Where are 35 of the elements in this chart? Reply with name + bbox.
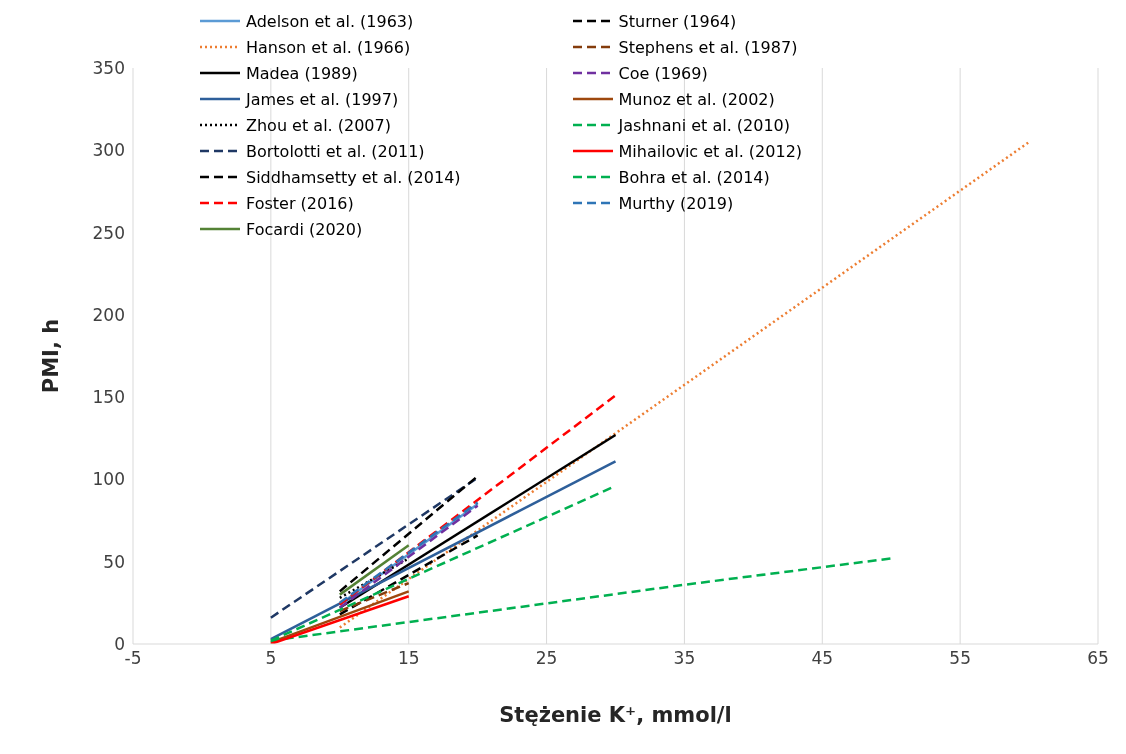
legend-label: Sturner (1964) (618, 11, 737, 31)
y-tick-label: 0 (114, 634, 125, 655)
legend-label: Munoz et al. (2002) (618, 89, 775, 109)
y-tick-label: 250 (92, 222, 125, 243)
y-tick-label: 200 (92, 304, 125, 325)
x-axis-title: Stężenie K⁺, mmol/l (499, 703, 732, 727)
x-tick-label: 55 (949, 648, 971, 669)
x-tick-label: 5 (265, 648, 277, 669)
legend-label: Murthy (2019) (618, 193, 734, 213)
y-axis-title: PMI, h (39, 318, 64, 394)
x-tick-label: 25 (535, 648, 558, 669)
y-tick-label: 100 (92, 469, 125, 490)
legend-label: Bortolotti et al. (2011) (246, 141, 425, 161)
x-tick-label: 65 (1087, 648, 1109, 669)
legend-label: Zhou et al. (2007) (246, 115, 391, 135)
legend-label: Stephens et al. (1987) (618, 37, 798, 57)
legend-label: Foster (2016) (246, 193, 354, 213)
y-tick-label: 50 (103, 551, 125, 572)
legend-label: Adelson et al. (1963) (246, 11, 414, 31)
x-tick-label: 35 (673, 648, 696, 669)
x-tick-label: 15 (397, 648, 420, 669)
legend-label: Hanson et al. (1966) (246, 37, 411, 57)
y-tick-label: 300 (92, 140, 125, 161)
legend-label: Bohra et al. (2014) (618, 167, 770, 187)
legend-label: Jashnani et al. (2010) (618, 115, 791, 135)
legend-label: Madea (1989) (246, 63, 358, 83)
x-tick-label: 45 (811, 648, 834, 669)
legend-label: Mihailovic et al. (2012) (618, 141, 803, 161)
legend-label: Focardi (2020) (246, 219, 363, 239)
legend-label: James et al. (1997) (246, 89, 399, 109)
y-tick-label: 150 (92, 387, 125, 408)
legend-label: Siddhamsetty et al. (2014) (246, 167, 461, 187)
legend-label: Coe (1969) (618, 63, 708, 83)
y-tick-label: 350 (92, 58, 125, 79)
x-tick-label: -5 (124, 648, 142, 669)
